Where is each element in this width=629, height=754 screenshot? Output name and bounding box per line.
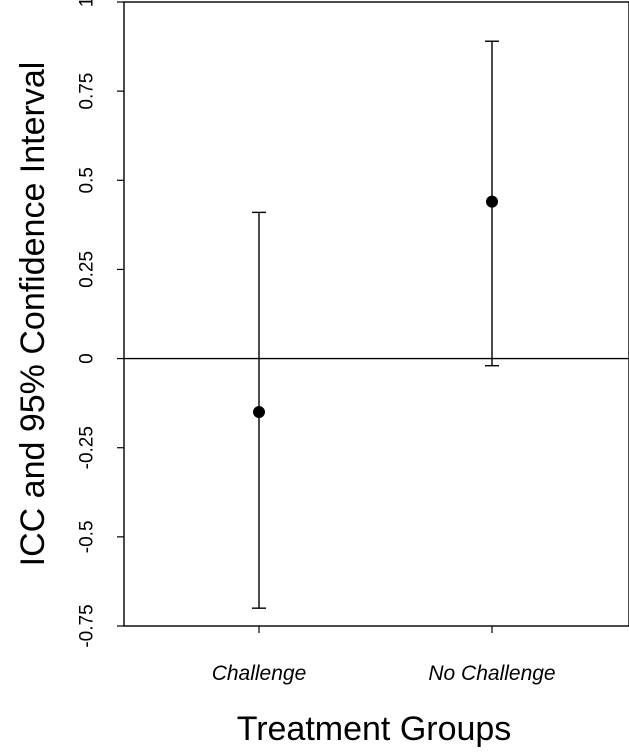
x-tick-label: No Challenge xyxy=(428,662,555,685)
data-point xyxy=(253,406,265,419)
y-tick-label: 0.5 xyxy=(77,167,98,193)
data-point xyxy=(486,195,498,208)
y-tick-label: 0.75 xyxy=(77,73,98,110)
x-tick-label: Challenge xyxy=(212,662,307,685)
y-tick-label: 1 xyxy=(77,0,98,7)
plot-marks xyxy=(124,40,629,609)
y-tick-label: -0.5 xyxy=(77,520,98,553)
x-axis-title: Treatment Groups xyxy=(237,710,512,748)
x-axis: Challenge No Challenge xyxy=(212,626,556,685)
y-tick-label: -0.25 xyxy=(77,426,98,469)
y-tick-label: -0.75 xyxy=(77,604,98,647)
y-axis: -0.75 -0.5 -0.25 0 0.25 0.5 0.75 1 xyxy=(77,0,124,648)
y-tick-label: 0 xyxy=(77,353,98,364)
y-tick-label: 0.25 xyxy=(77,251,98,288)
plot-frame xyxy=(123,1,629,627)
y-axis-title: ICC and 95% Confidence Interval xyxy=(14,62,52,567)
